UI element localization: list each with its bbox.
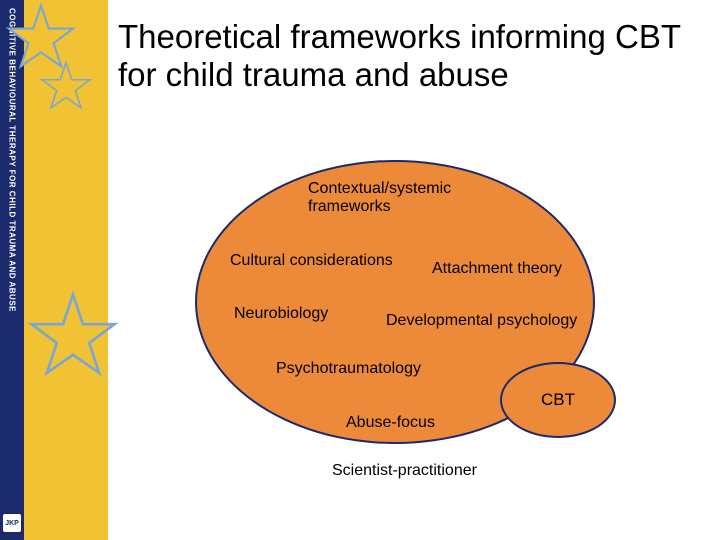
label-abusefocus: Abuse-focus	[346, 414, 435, 432]
sidebar: COGNITIVE BEHAVIOURAL THERAPY FOR CHILD …	[0, 0, 108, 540]
slide-title: Theoretical frameworks informing CBT for…	[118, 18, 708, 94]
label-contextual: Contextual/systemic frameworks	[308, 180, 451, 217]
cbt-label: CBT	[541, 390, 575, 410]
decorative-star-3	[28, 290, 118, 380]
decorative-star-2	[40, 60, 92, 112]
label-attachment: Attachment theory	[432, 260, 562, 278]
label-scientist: Scientist-practitioner	[332, 462, 477, 480]
cbt-ellipse: CBT	[500, 362, 616, 438]
publisher-logo: JKP	[3, 514, 21, 532]
label-cultural: Cultural considerations	[230, 252, 393, 270]
slide: COGNITIVE BEHAVIOURAL THERAPY FOR CHILD …	[0, 0, 720, 540]
label-devpsych: Developmental psychology	[386, 312, 577, 330]
label-psychotrauma: Psychotraumatology	[276, 360, 421, 378]
label-neurobiology: Neurobiology	[234, 305, 328, 323]
sidebar-title-text: COGNITIVE BEHAVIOURAL THERAPY FOR CHILD …	[3, 8, 21, 528]
